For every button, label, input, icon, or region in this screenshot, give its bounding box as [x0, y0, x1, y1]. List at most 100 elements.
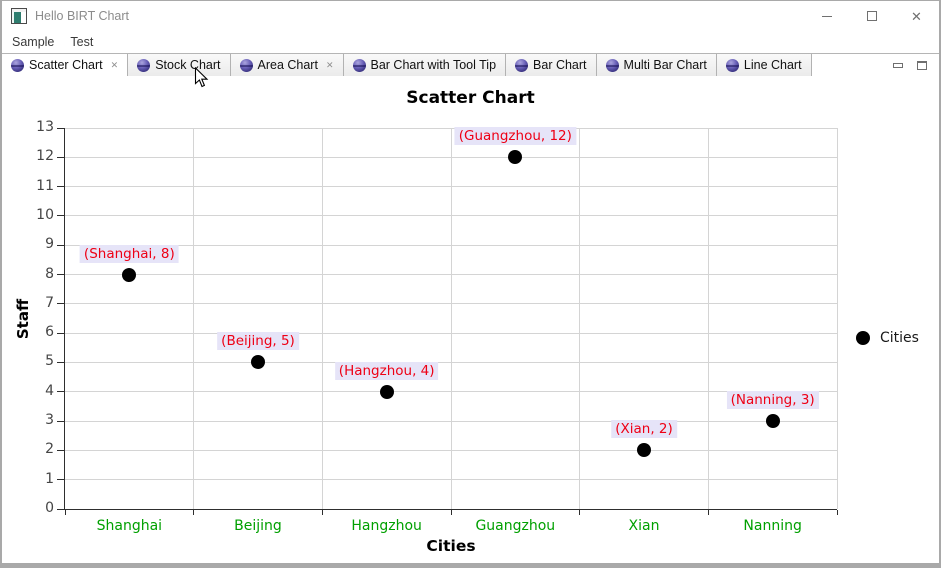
x-axis-tick: [321, 510, 323, 515]
data-point-label: (Nanning, 3): [726, 391, 819, 410]
y-tick-label: 1: [45, 470, 54, 487]
tab-label: Multi Bar Chart: [623, 58, 707, 72]
maximize-icon: [866, 11, 877, 21]
y-axis-tick: [57, 479, 64, 481]
close-button[interactable]: ✕: [894, 1, 939, 31]
tab-multi-bar-chart[interactable]: Multi Bar Chart: [596, 54, 717, 76]
y-tick-label: 4: [45, 382, 54, 399]
x-category-label: Shanghai: [96, 518, 163, 534]
y-tick-label: 13: [36, 119, 54, 135]
x-axis-tick: [707, 510, 709, 515]
minimize-button[interactable]: [804, 1, 849, 31]
chart-title: Scatter Chart: [406, 88, 535, 108]
y-tick-label: 7: [45, 294, 54, 311]
close-icon: ✕: [911, 8, 922, 24]
y-axis-tick: [57, 508, 64, 510]
y-tick-label: 11: [36, 177, 54, 194]
data-point-label: (Beijing, 5): [217, 332, 299, 351]
y-axis-tick: [57, 244, 64, 246]
legend-marker-icon: [856, 331, 870, 345]
x-axis-tick: [450, 510, 452, 515]
window-titlebar: Hello BIRT Chart ✕: [2, 1, 939, 31]
y-axis-tick: [57, 449, 64, 451]
y-axis-tick: [57, 361, 64, 363]
minimize-icon: [821, 15, 832, 17]
x-category-label: Guangzhou: [475, 518, 556, 534]
y-axis-tick: [57, 215, 64, 217]
chart-sphere-icon: [515, 58, 529, 72]
x-axis-tick: [836, 510, 838, 515]
tab-label: Line Chart: [743, 58, 802, 72]
x-axis-tick: [64, 510, 66, 515]
y-tick-label: 10: [36, 206, 54, 223]
chart-sphere-icon: [239, 58, 253, 72]
y-tick-label: 2: [45, 441, 54, 458]
tab-line-chart[interactable]: Line Chart: [716, 54, 812, 76]
data-point: [251, 355, 265, 370]
tab-label: Bar Chart with Tool Tip: [370, 58, 497, 72]
x-category-label: Nanning: [743, 518, 802, 534]
x-axis-title: Cities: [426, 537, 476, 555]
maximize-button[interactable]: [849, 1, 894, 31]
y-tick-label: 12: [36, 148, 54, 165]
y-axis-tick: [57, 274, 64, 276]
tab-close-icon[interactable]: ✕: [110, 59, 119, 70]
v-gridline: [450, 128, 452, 509]
tab-scatter-chart[interactable]: Scatter Chart ✕: [2, 54, 129, 76]
y-axis-tick: [57, 127, 64, 129]
app-icon: [11, 8, 27, 24]
menu-item-test[interactable]: Test: [70, 35, 94, 49]
chart-sphere-icon: [352, 58, 366, 72]
window-title: Hello BIRT Chart: [35, 9, 130, 23]
tabfolder-minimize-button[interactable]: [893, 62, 903, 68]
tab-area-chart[interactable]: Area Chart ✕: [230, 54, 344, 76]
menu-item-sample[interactable]: Sample: [12, 35, 55, 49]
v-gridline: [579, 128, 581, 509]
y-axis-tick: [57, 156, 64, 158]
x-axis-tick: [579, 510, 581, 515]
x-category-label: Xian: [628, 518, 660, 534]
v-gridline: [321, 128, 323, 509]
chart-sphere-icon: [725, 58, 739, 72]
y-tick-label: 9: [45, 236, 54, 253]
tab-close-icon[interactable]: ✕: [325, 59, 334, 70]
x-category-label: Beijing: [234, 518, 282, 534]
chart-legend: Cities: [856, 330, 919, 346]
tabfolder-buttons: [893, 54, 939, 76]
x-axis-line: [64, 509, 837, 510]
y-tick-label: 6: [45, 324, 54, 341]
y-axis-tick: [57, 303, 64, 305]
tab-bar: Scatter Chart ✕ Stock Chart Area Chart ✕ Bar …: [2, 53, 939, 76]
y-tick-label: 0: [45, 500, 54, 516]
tab-label: Scatter Chart: [29, 58, 103, 72]
x-axis-tick: [193, 510, 195, 515]
menu-bar: Sample Test: [2, 31, 939, 53]
chart-sphere-icon: [605, 58, 619, 72]
data-point: [508, 150, 523, 165]
y-axis-tick: [57, 420, 64, 422]
tab-list: Scatter Chart ✕ Stock Chart Area Chart ✕ Bar …: [2, 54, 812, 76]
data-point-label: (Hangzhou, 4): [334, 361, 439, 380]
y-axis-tick: [57, 186, 64, 188]
y-axis-line: [64, 128, 65, 509]
data-point-label: (Xian, 2): [611, 420, 677, 439]
tab-stock-chart[interactable]: Stock Chart: [128, 54, 231, 76]
data-point-label: (Shanghai, 8): [79, 244, 179, 263]
data-point: [637, 443, 651, 458]
data-point: [379, 384, 394, 399]
tab-bar-chart-with-tool-tip[interactable]: Bar Chart with Tool Tip: [343, 54, 507, 76]
tab-label: Area Chart: [257, 58, 318, 72]
tabfolder-maximize-button[interactable]: [917, 60, 927, 70]
v-gridline: [836, 128, 838, 509]
tab-bar-chart[interactable]: Bar Chart: [506, 54, 597, 76]
x-category-label: Hangzhou: [351, 518, 422, 534]
legend-label: Cities: [880, 330, 919, 346]
chart-sphere-icon: [11, 58, 24, 72]
tab-label: Bar Chart: [533, 58, 587, 72]
chart-sphere-icon: [137, 58, 151, 72]
y-axis-tick: [57, 391, 64, 393]
y-axis-tick: [57, 332, 64, 334]
data-point: [765, 414, 780, 429]
